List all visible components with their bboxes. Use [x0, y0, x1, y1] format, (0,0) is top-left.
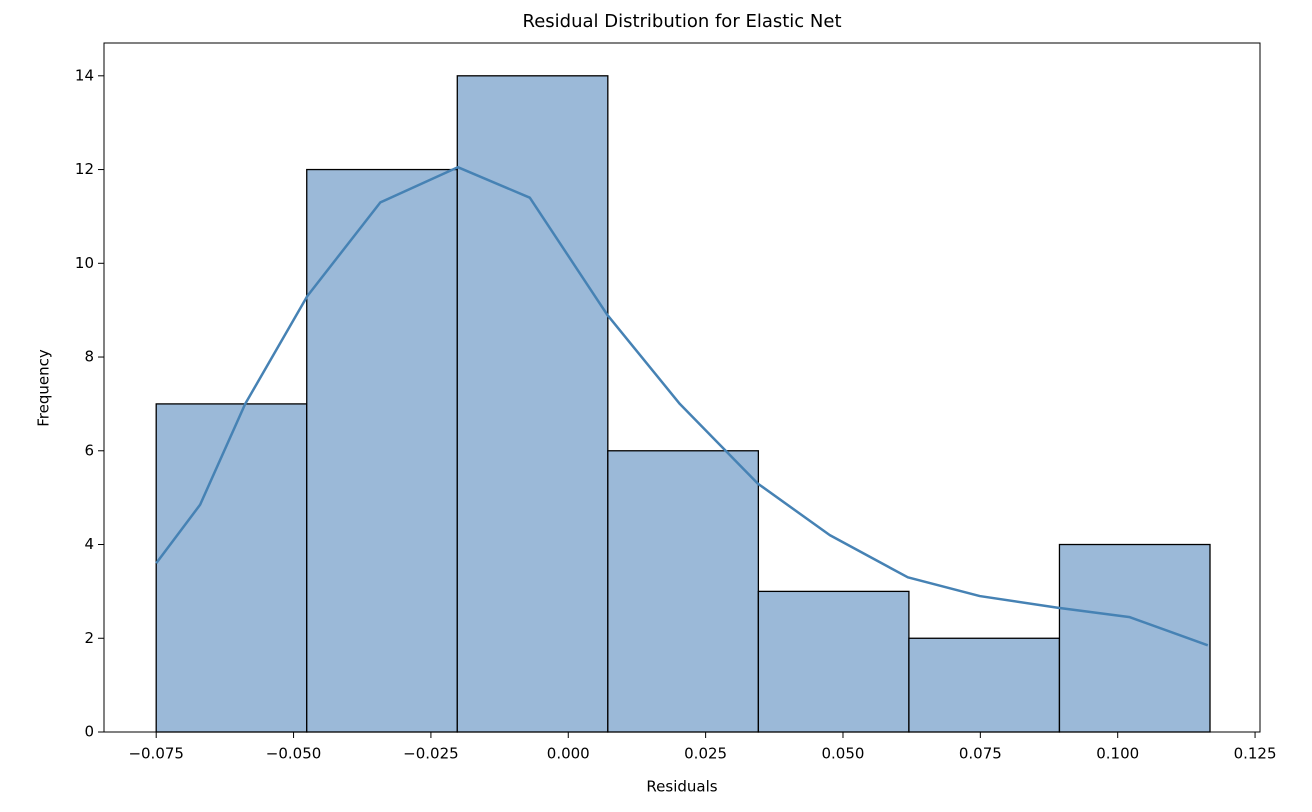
y-tick-label: 12: [75, 160, 94, 178]
bar: [607, 450, 760, 733]
x-tick-label: 0.000: [547, 745, 590, 763]
bar: [306, 168, 458, 733]
y-tick-label: 8: [84, 348, 94, 366]
y-tick-label: 0: [84, 723, 94, 741]
y-tick-label: 10: [75, 254, 94, 272]
bar: [456, 75, 609, 733]
x-tick-label: 0.100: [1096, 745, 1139, 763]
x-tick-label: 0.050: [822, 745, 865, 763]
y-tick-label: 6: [84, 441, 94, 459]
x-axis-label: Residuals: [646, 778, 717, 796]
x-tick-label: 0.025: [684, 745, 727, 763]
bar: [155, 403, 308, 733]
y-tick-label: 2: [84, 629, 94, 647]
x-tick-label: −0.050: [266, 745, 322, 763]
plot-frame: [103, 42, 1261, 733]
x-tick-label: 0.125: [1234, 745, 1277, 763]
x-tick-label: −0.025: [403, 745, 459, 763]
y-tick-label: 4: [84, 535, 94, 553]
kde-line: [155, 165, 1209, 647]
x-tick-label: 0.075: [959, 745, 1002, 763]
chart-title: Residual Distribution for Elastic Net: [523, 11, 842, 32]
y-axis-label: Frequency: [35, 349, 53, 427]
y-tick-label: 14: [75, 66, 94, 84]
bar: [908, 637, 1061, 733]
x-tick-label: −0.075: [128, 745, 184, 763]
bar: [757, 590, 910, 733]
